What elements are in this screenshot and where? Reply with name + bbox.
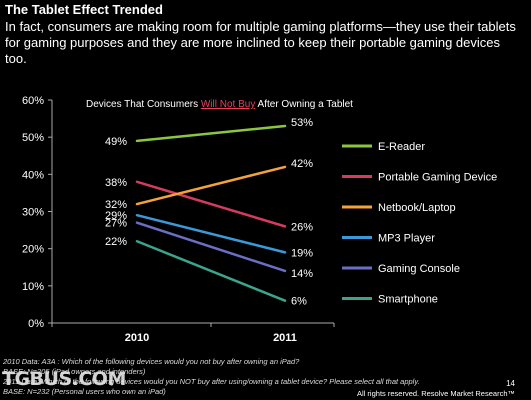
chart-title-highlight: Will Not Buy bbox=[201, 99, 255, 110]
copyright-text: All rights reserved. Resolve Market Rese… bbox=[357, 389, 515, 398]
chart-title-after: After Owning a Tablet bbox=[255, 99, 353, 110]
series-line bbox=[135, 165, 287, 206]
data-label: 49% bbox=[105, 136, 127, 148]
footnote-2011-question: 2011 Data: Which of the following device… bbox=[3, 377, 420, 386]
legend-label: Portable Gaming Device bbox=[378, 172, 497, 184]
footnote-2011-base: BASE: N=232 (Personal users who own an i… bbox=[3, 387, 166, 396]
data-label: 29% bbox=[105, 210, 127, 222]
footnote-2010-question: 2010 Data: A3A : Which of the following … bbox=[3, 357, 300, 366]
y-tick-label: 0% bbox=[28, 318, 44, 330]
chart-title-before: Devices That Consumers bbox=[86, 99, 201, 110]
series-line bbox=[135, 239, 287, 302]
page-title: The Tablet Effect Trended bbox=[5, 2, 163, 17]
legend-label: Netbook/Laptop bbox=[378, 202, 456, 214]
data-label: 19% bbox=[291, 247, 313, 259]
series-line bbox=[135, 213, 287, 254]
page-subtitle: In fact, consumers are making room for m… bbox=[5, 19, 516, 66]
legend-label: E-Reader bbox=[378, 141, 425, 153]
y-tick-label: 30% bbox=[22, 207, 44, 219]
y-tick-label: 10% bbox=[22, 281, 44, 293]
data-label: 27% bbox=[105, 218, 127, 230]
watermark-logo: TGBUS.COM bbox=[2, 368, 126, 390]
y-tick-label: 50% bbox=[22, 132, 44, 144]
footnote-2010-base: BASE: N=205 (iPad owners and intenders) bbox=[3, 367, 146, 376]
data-label: 6% bbox=[291, 296, 307, 308]
legend-label: Smartphone bbox=[378, 294, 438, 306]
data-label: 26% bbox=[291, 221, 313, 233]
legend-label: MP3 Player bbox=[378, 233, 435, 245]
data-label: 22% bbox=[105, 236, 127, 248]
legend-label: Gaming Console bbox=[378, 263, 460, 275]
data-label: 32% bbox=[105, 199, 127, 211]
y-tick-label: 20% bbox=[22, 244, 44, 256]
x-tick-label: 2011 bbox=[273, 332, 297, 344]
chart-title: Devices That Consumers Will Not Buy Afte… bbox=[86, 99, 353, 110]
page-number: 14 bbox=[506, 379, 515, 388]
data-label: 14% bbox=[291, 268, 313, 280]
data-label: 38% bbox=[105, 177, 127, 189]
y-tick-label: 40% bbox=[22, 169, 44, 181]
series-line bbox=[135, 221, 287, 273]
data-label: 53% bbox=[291, 117, 313, 129]
x-tick-label: 2010 bbox=[125, 332, 149, 344]
series-line bbox=[135, 180, 287, 228]
series-line bbox=[135, 124, 287, 143]
data-label: 42% bbox=[291, 158, 313, 170]
y-tick-label: 60% bbox=[22, 95, 44, 107]
